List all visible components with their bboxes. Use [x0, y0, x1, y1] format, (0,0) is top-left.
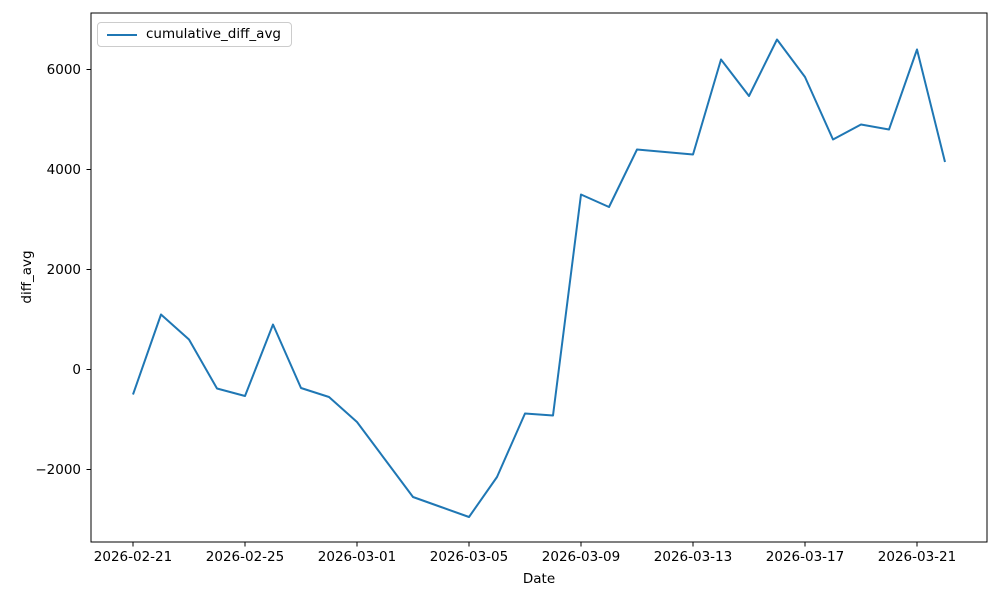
plot-border: [90, 12, 988, 543]
x-tick-label: 2026-02-21: [94, 549, 172, 565]
x-tick-label: 2026-03-13: [654, 549, 732, 565]
x-tick-label: 2026-03-21: [878, 549, 956, 565]
x-axis-label: Date: [522, 571, 556, 587]
y-tick-label: 6000: [47, 62, 81, 78]
series-line: [132, 38, 946, 518]
x-tick-label: 2026-03-17: [766, 549, 844, 565]
x-tick-label: 2026-03-05: [430, 549, 508, 565]
y-axis-label: diff_avg: [19, 250, 35, 304]
y-tick-label: −2000: [35, 462, 81, 478]
x-tick-label: 2026-03-09: [542, 549, 620, 565]
x-tick-label: 2026-03-01: [318, 549, 396, 565]
legend: cumulative_diff_avg: [97, 22, 292, 47]
legend-line-sample: [107, 33, 137, 36]
y-tick-label: 0: [72, 362, 81, 378]
y-tick-label: 2000: [47, 262, 81, 278]
legend-label: cumulative_diff_avg: [146, 25, 281, 42]
y-tick-label: 4000: [47, 162, 81, 178]
x-tick-label: 2026-02-25: [206, 549, 284, 565]
